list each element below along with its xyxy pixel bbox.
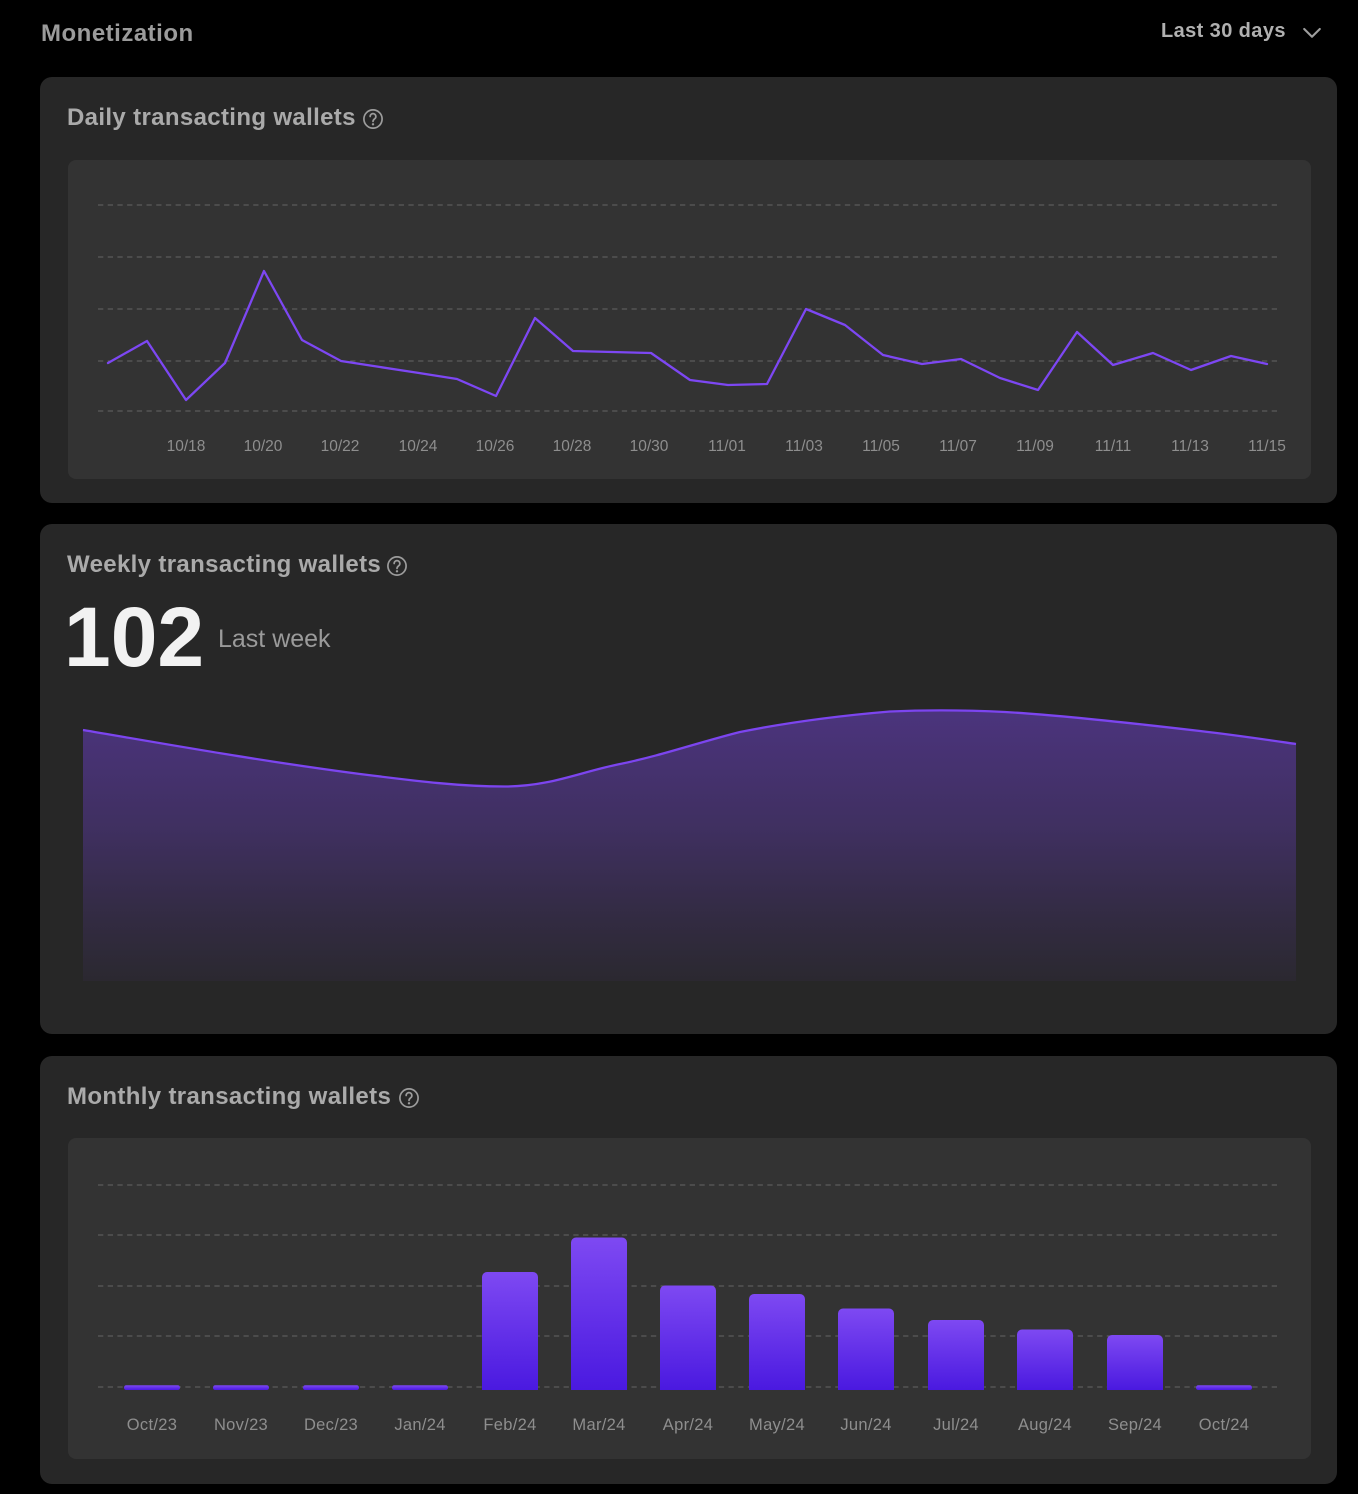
svg-text:10/18: 10/18	[167, 438, 206, 455]
svg-text:11/05: 11/05	[862, 438, 900, 455]
svg-text:11/03: 11/03	[785, 438, 823, 455]
svg-text:Nov/23: Nov/23	[214, 1416, 268, 1434]
svg-text:Oct/24: Oct/24	[1199, 1416, 1249, 1434]
svg-text:11/15: 11/15	[1248, 438, 1286, 455]
svg-text:10/24: 10/24	[399, 438, 438, 455]
svg-text:Oct/23: Oct/23	[127, 1416, 177, 1434]
svg-text:Jun/24: Jun/24	[840, 1416, 891, 1434]
svg-text:10/22: 10/22	[321, 438, 360, 455]
svg-text:10/20: 10/20	[244, 438, 283, 455]
svg-text:Mar/24: Mar/24	[572, 1416, 625, 1434]
svg-text:Aug/24: Aug/24	[1018, 1416, 1072, 1434]
svg-text:11/09: 11/09	[1016, 438, 1054, 455]
svg-text:11/11: 11/11	[1095, 438, 1132, 455]
svg-text:11/07: 11/07	[939, 438, 977, 455]
svg-text:10/30: 10/30	[630, 438, 669, 455]
svg-text:Dec/23: Dec/23	[304, 1416, 358, 1434]
svg-text:Sep/24: Sep/24	[1108, 1416, 1162, 1434]
svg-text:Jul/24: Jul/24	[933, 1416, 979, 1434]
svg-text:11/13: 11/13	[1171, 438, 1209, 455]
svg-text:Apr/24: Apr/24	[663, 1416, 713, 1434]
svg-text:Jan/24: Jan/24	[394, 1416, 445, 1434]
svg-text:Feb/24: Feb/24	[483, 1416, 536, 1434]
svg-text:11/01: 11/01	[708, 438, 746, 455]
svg-text:May/24: May/24	[749, 1416, 805, 1434]
svg-text:10/26: 10/26	[476, 438, 515, 455]
svg-text:10/28: 10/28	[553, 438, 592, 455]
